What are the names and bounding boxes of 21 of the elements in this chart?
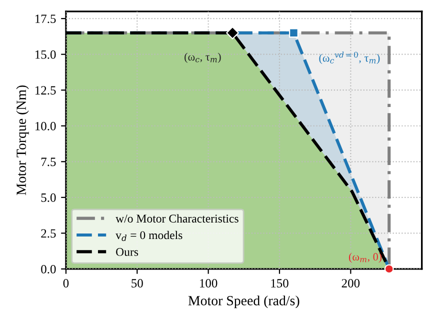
y-axis-title: Motor Torque (Nm) (16, 85, 29, 196)
y-tick-label: 0.0 (41, 264, 56, 274)
y-tick-label: 10.0 (35, 122, 56, 130)
annotation: (ω$_{m}$, 0) (348, 252, 382, 263)
legend-label: v$_{d}$ = 0 models (116, 230, 182, 242)
y-tick-label: 7.5 (41, 158, 56, 166)
x-tick-label: 50 (132, 279, 143, 288)
legend-label: w/o Motor Characteristics (116, 214, 238, 223)
y-tick-label: 17.5 (35, 14, 56, 24)
x-tick-label: 0 (63, 279, 69, 288)
y-tick-label: 5.0 (41, 193, 56, 202)
annotation: (ω$_{c}$, τ$_{m}$) (184, 52, 221, 63)
legend-label: Ours (116, 248, 138, 256)
y-tick-label: 15.0 (35, 50, 56, 59)
y-tick-label: 12.5 (35, 86, 56, 95)
x-tick-label: 150 (271, 279, 288, 288)
y-tick-label: 2.5 (41, 229, 56, 238)
x-tick-label: 200 (342, 279, 360, 288)
x-tick-label: 100 (200, 279, 218, 288)
x-axis-title: Motor Speed (rad/s) (188, 296, 300, 308)
annotation: (ω$_{c}$$^{vd=0}$, τ$_{m}$) (319, 52, 380, 64)
